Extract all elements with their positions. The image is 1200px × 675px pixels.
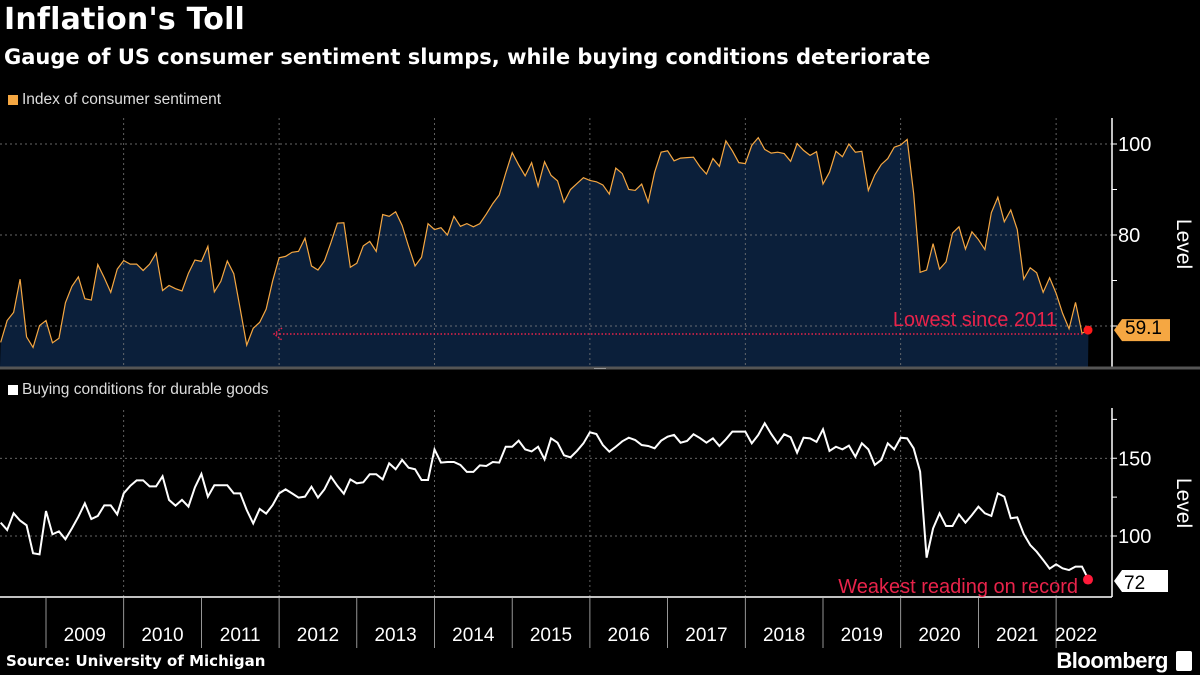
legend-sentiment: Index of consumer sentiment	[8, 91, 221, 109]
chart-subtitle: Gauge of US consumer sentiment slumps, w…	[4, 45, 931, 69]
legend-label: Index of consumer sentiment	[22, 91, 222, 108]
latest-point-marker	[1083, 325, 1093, 335]
source-note: Source: University of Michigan	[6, 652, 266, 670]
y-tick-label: 100	[1118, 134, 1151, 156]
x-tick-label: 2010	[141, 625, 183, 646]
y-tick-label: 150	[1118, 448, 1151, 470]
annotation-weakest: Weakest reading on record	[838, 576, 1078, 598]
chart-title: Inflation's Toll	[4, 2, 246, 37]
y-tick-label: 80	[1118, 225, 1140, 247]
x-tick-label: 2018	[763, 625, 805, 646]
bloomberg-logo: Bloomberg	[1056, 648, 1192, 674]
latest-point-marker	[1083, 574, 1093, 585]
x-tick-label: 2016	[608, 625, 650, 646]
last-value-badge-top	[1114, 319, 1170, 342]
sentiment-area	[0, 137, 1089, 367]
bloomberg-chart-icon	[1176, 651, 1192, 671]
x-tick-label: 2012	[297, 625, 339, 646]
x-tick-label: 2011	[220, 625, 261, 646]
x-tick-label: 2019	[841, 625, 883, 646]
sentiment-line	[0, 136, 1089, 349]
x-tick-label: 2020	[918, 625, 960, 646]
x-tick-label: 2014	[452, 625, 495, 646]
x-tick-label: 2022	[1055, 625, 1097, 646]
x-tick-label: 2013	[374, 625, 416, 646]
y-axis-label-top: Level	[1172, 219, 1195, 269]
legend-swatch-white	[8, 385, 18, 395]
divider-handle[interactable]	[594, 368, 606, 369]
last-value-badge-bottom	[1114, 570, 1168, 592]
annotation-lowest: Lowest since 2011	[893, 309, 1057, 331]
arrow-left-icon	[272, 327, 283, 341]
legend-label: Buying conditions for durable goods	[22, 381, 269, 398]
y-tick-label: 100	[1118, 526, 1151, 548]
last-value-sentiment: 59.1	[1125, 318, 1162, 339]
logo-text: Bloomberg	[1056, 648, 1168, 673]
y-axis-label-bottom: Level	[1172, 478, 1195, 528]
durables-line	[0, 421, 1090, 580]
legend-swatch-orange	[8, 95, 18, 105]
x-tick-label: 2009	[64, 625, 106, 646]
x-tick-label: 2021	[996, 625, 1038, 646]
legend-durables: Buying conditions for durable goods	[8, 381, 268, 399]
x-tick-label: 2015	[530, 625, 572, 646]
x-tick-label: 2017	[685, 625, 727, 646]
last-value-durables: 72	[1124, 573, 1145, 594]
